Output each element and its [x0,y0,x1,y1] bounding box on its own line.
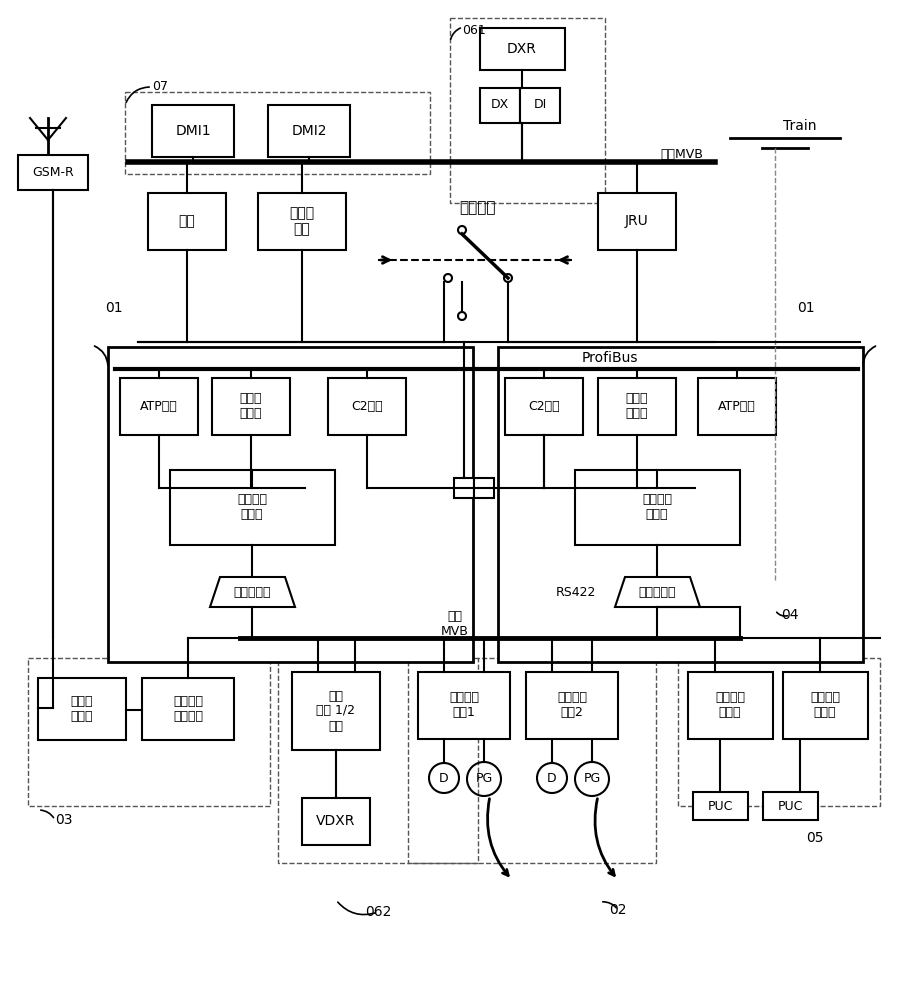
Text: GSM-R: GSM-R [32,165,74,178]
Text: C2主机: C2主机 [529,399,560,412]
Bar [268,105,350,157]
Bar [688,672,773,739]
Text: Train: Train [783,119,817,133]
Text: 04: 04 [781,608,799,622]
Bar [142,678,234,740]
Bar [278,658,478,863]
Text: DMI1: DMI1 [175,124,211,138]
Text: 03: 03 [55,813,72,827]
Bar [598,193,676,250]
Bar [474,478,494,498]
Bar [454,478,474,498]
Bar [598,378,676,435]
Text: 02: 02 [609,903,627,917]
Bar [783,672,868,739]
Bar [520,88,560,123]
Bar [498,347,863,662]
Text: 司法记
录器: 司法记 录器 [289,206,314,236]
Text: 轨道电路
读取器: 轨道电路 读取器 [715,691,745,719]
Text: PG: PG [583,772,601,786]
Bar [292,672,380,750]
Text: 测速智
能单元: 测速智 能单元 [626,392,649,420]
Bar [125,92,430,174]
Bar [678,658,880,806]
Text: RS422: RS422 [556,585,596,598]
Bar [38,678,126,740]
Text: C2主机: C2主机 [351,399,383,412]
Text: 01: 01 [797,301,814,315]
Bar [302,798,370,845]
Bar [18,155,88,190]
Text: 通用加
密装置: 通用加 密装置 [71,695,93,723]
Text: ProfiBus: ProfiBus [582,351,638,365]
Bar [418,672,510,739]
Bar [258,193,346,250]
Bar [152,105,234,157]
Text: 信号
MVB: 信号 MVB [442,610,469,638]
Text: ATP主机: ATP主机 [140,399,178,412]
Text: 应答器传
输模块: 应答器传 输模块 [642,493,672,521]
Bar [408,658,656,863]
Bar [148,193,226,250]
Bar [693,792,748,820]
Bar [698,378,776,435]
Text: 车辆MVB: 车辆MVB [660,148,703,161]
Text: 应答器天线: 应答器天线 [638,585,676,598]
Bar [480,88,520,123]
Text: PUC: PUC [778,800,802,812]
Bar [212,378,290,435]
Text: 062: 062 [365,905,391,919]
Polygon shape [210,577,295,607]
Bar [148,460,363,555]
Bar [108,347,473,662]
Text: VDXR: VDXR [316,814,355,828]
Text: D: D [547,772,557,784]
Text: 冗余开关: 冗余开关 [460,200,496,216]
Bar [328,378,406,435]
Text: 07: 07 [152,81,168,94]
Bar [575,470,740,545]
Text: D: D [439,772,449,784]
Text: PUC: PUC [707,800,733,812]
Bar [450,18,605,203]
Text: ATP主机: ATP主机 [718,399,756,412]
Text: 安全
输出 1/2
单元: 安全 输出 1/2 单元 [317,690,355,732]
Text: DXR: DXR [507,42,537,56]
Text: 测速智
能单元: 测速智 能单元 [240,392,262,420]
Text: 网关: 网关 [179,214,195,228]
Text: JRU: JRU [625,214,649,228]
Text: 061: 061 [462,23,485,36]
Text: DMI2: DMI2 [291,124,327,138]
Text: 01: 01 [105,301,123,315]
Bar [505,378,583,435]
Text: PG: PG [475,772,493,786]
Bar [526,672,618,739]
Text: 应答器天线: 应答器天线 [234,585,271,598]
Text: 05: 05 [806,831,823,845]
Bar [170,470,335,545]
Text: 轨道电路
读取器: 轨道电路 读取器 [810,691,840,719]
Text: DI: DI [533,99,547,111]
Text: 应答器传
输模块: 应答器传 输模块 [237,493,267,521]
Bar [28,658,270,806]
Bar [480,28,565,70]
Text: 速度距离
单元2: 速度距离 单元2 [557,691,587,719]
Bar [120,378,198,435]
Text: 车载无线
传输单元: 车载无线 传输单元 [173,695,203,723]
Text: 速度距离
单元1: 速度距离 单元1 [449,691,479,719]
Bar [552,460,767,555]
Polygon shape [615,577,700,607]
Text: DX: DX [491,99,509,111]
Bar [763,792,818,820]
